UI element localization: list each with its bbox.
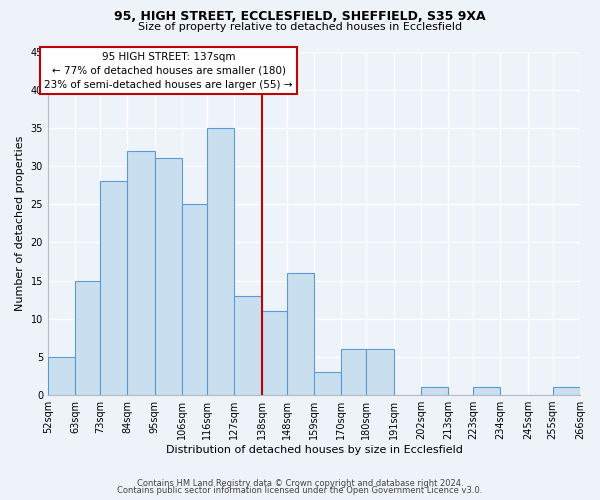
Text: 95, HIGH STREET, ECCLESFIELD, SHEFFIELD, S35 9XA: 95, HIGH STREET, ECCLESFIELD, SHEFFIELD,…	[114, 10, 486, 23]
X-axis label: Distribution of detached houses by size in Ecclesfield: Distribution of detached houses by size …	[166, 445, 463, 455]
Text: Contains public sector information licensed under the Open Government Licence v3: Contains public sector information licen…	[118, 486, 482, 495]
Bar	[366, 350, 394, 395]
Bar	[314, 372, 341, 395]
Bar	[182, 204, 207, 395]
Bar	[341, 350, 366, 395]
Bar	[48, 357, 75, 395]
Bar	[473, 388, 500, 395]
Text: Contains HM Land Registry data © Crown copyright and database right 2024.: Contains HM Land Registry data © Crown c…	[137, 478, 463, 488]
Bar	[235, 296, 262, 395]
Bar	[287, 273, 314, 395]
Y-axis label: Number of detached properties: Number of detached properties	[15, 136, 25, 311]
Bar	[207, 128, 235, 395]
Bar	[421, 388, 448, 395]
Bar	[155, 158, 182, 395]
Bar	[127, 151, 155, 395]
Bar	[262, 311, 287, 395]
Bar	[100, 182, 127, 395]
Text: Size of property relative to detached houses in Ecclesfield: Size of property relative to detached ho…	[138, 22, 462, 32]
Text: 95 HIGH STREET: 137sqm
← 77% of detached houses are smaller (180)
23% of semi-de: 95 HIGH STREET: 137sqm ← 77% of detached…	[44, 52, 293, 90]
Bar	[553, 388, 580, 395]
Bar	[75, 280, 100, 395]
